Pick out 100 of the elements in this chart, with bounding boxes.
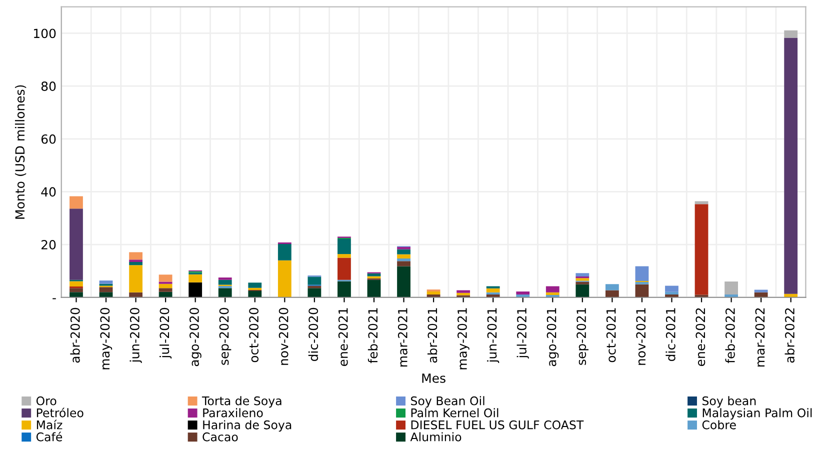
x-tick-label: oct-2020 xyxy=(249,308,259,362)
x-tick-label: ago-2021 xyxy=(546,308,559,366)
legend-label: Soy bean xyxy=(702,396,756,408)
bar xyxy=(665,286,678,292)
legend-label: Palm Kernel Oil xyxy=(411,408,498,418)
y-tick-label: 20 xyxy=(42,240,56,250)
bar xyxy=(694,204,708,295)
bar xyxy=(576,278,590,281)
legend-label: Café xyxy=(36,432,62,442)
bar xyxy=(99,287,113,292)
legend-label: Malaysian Palm Oil xyxy=(702,408,812,420)
bar xyxy=(397,249,410,254)
bar xyxy=(308,276,322,285)
bar xyxy=(158,284,172,288)
bar xyxy=(70,281,83,287)
bar xyxy=(308,286,322,288)
bar xyxy=(694,294,708,298)
x-tick-label: jul-2020 xyxy=(160,308,172,359)
x-tick-label: ene-2021 xyxy=(338,308,348,366)
bar xyxy=(754,292,768,298)
y-tick-label: 40 xyxy=(41,187,56,197)
x-tick-label: may-2021 xyxy=(457,308,470,370)
y-tick-label: - xyxy=(52,298,56,300)
legend-label: Soy Bean Oil xyxy=(410,396,484,408)
bar xyxy=(158,274,172,282)
bar xyxy=(635,284,649,298)
bar xyxy=(397,266,410,298)
bar xyxy=(605,284,619,290)
y-tick-label: 80 xyxy=(41,82,56,91)
legend-label: Petróleo xyxy=(36,408,84,418)
bar xyxy=(129,252,142,260)
bar xyxy=(248,282,262,288)
bar xyxy=(338,258,351,280)
bar xyxy=(635,266,649,281)
x-tick-label: jun-2020 xyxy=(130,308,142,363)
bar xyxy=(99,280,113,284)
x-tick-label: feb-2021 xyxy=(368,308,378,364)
bar xyxy=(158,288,172,292)
x-tick-label: dic-2020 xyxy=(308,308,318,362)
legend-label: Cacao xyxy=(202,432,238,442)
x-tick-label: ago-2020 xyxy=(190,308,202,366)
bar xyxy=(397,258,410,262)
bar xyxy=(576,273,590,277)
x-tick-label: mar-2021 xyxy=(398,308,408,366)
bar xyxy=(99,292,113,298)
x-axis-title: Mes xyxy=(422,374,446,383)
bar xyxy=(546,292,560,295)
bar xyxy=(546,286,560,292)
x-tick-label: sep-2020 xyxy=(219,308,232,365)
bar xyxy=(308,288,322,298)
x-tick-label: abr-2020 xyxy=(70,308,80,363)
bar xyxy=(338,281,351,298)
bar xyxy=(70,208,83,280)
legend-label: Oro xyxy=(36,396,56,406)
y-axis-title: Monto (USD millones) xyxy=(14,85,26,219)
x-tick-label: abr-2021 xyxy=(427,308,438,363)
bar xyxy=(188,274,202,282)
legend-label: Paraxileno xyxy=(203,408,263,418)
bar xyxy=(278,244,292,260)
legend-label: Aluminio xyxy=(410,432,462,442)
x-tick-label: sep-2021 xyxy=(576,308,588,365)
bar xyxy=(516,292,530,294)
legend-label: Cobre xyxy=(702,420,736,430)
x-tick-label: jun-2021 xyxy=(487,308,500,363)
bar xyxy=(456,290,470,293)
bar xyxy=(576,284,590,298)
bar xyxy=(397,254,410,259)
bar xyxy=(70,288,83,292)
bar xyxy=(367,280,381,298)
x-tick-label: feb-2022 xyxy=(725,308,735,364)
bar xyxy=(486,288,500,292)
legend-label: Maíz xyxy=(36,420,62,430)
bar xyxy=(129,292,142,298)
bar xyxy=(456,292,470,296)
bar xyxy=(784,38,798,294)
bar xyxy=(724,282,738,294)
bar xyxy=(70,196,83,209)
bar xyxy=(338,254,351,258)
bar xyxy=(694,201,708,204)
y-tick-label: 60 xyxy=(41,134,56,144)
x-tick-label: abr-2022 xyxy=(784,308,794,363)
x-tick-label: may-2020 xyxy=(100,308,112,370)
bar xyxy=(70,292,83,298)
bar xyxy=(576,282,590,284)
x-tick-label: mar-2022 xyxy=(755,308,765,366)
bar xyxy=(784,30,798,38)
x-tick-label: jul-2021 xyxy=(516,308,529,359)
bar xyxy=(397,246,410,250)
bar xyxy=(426,289,440,292)
bar xyxy=(218,280,232,285)
bar xyxy=(129,265,142,292)
legend-label: Torta de Soya xyxy=(202,396,282,408)
legend-label: Harina de Soya xyxy=(203,420,292,432)
bar xyxy=(426,292,440,294)
bar xyxy=(218,288,232,298)
bar xyxy=(397,261,410,266)
bar xyxy=(248,291,262,298)
bar xyxy=(278,260,292,298)
x-tick-label: dic-2021 xyxy=(666,308,676,362)
legend-label: DIESEL FUEL US GULF COAST xyxy=(411,420,584,430)
